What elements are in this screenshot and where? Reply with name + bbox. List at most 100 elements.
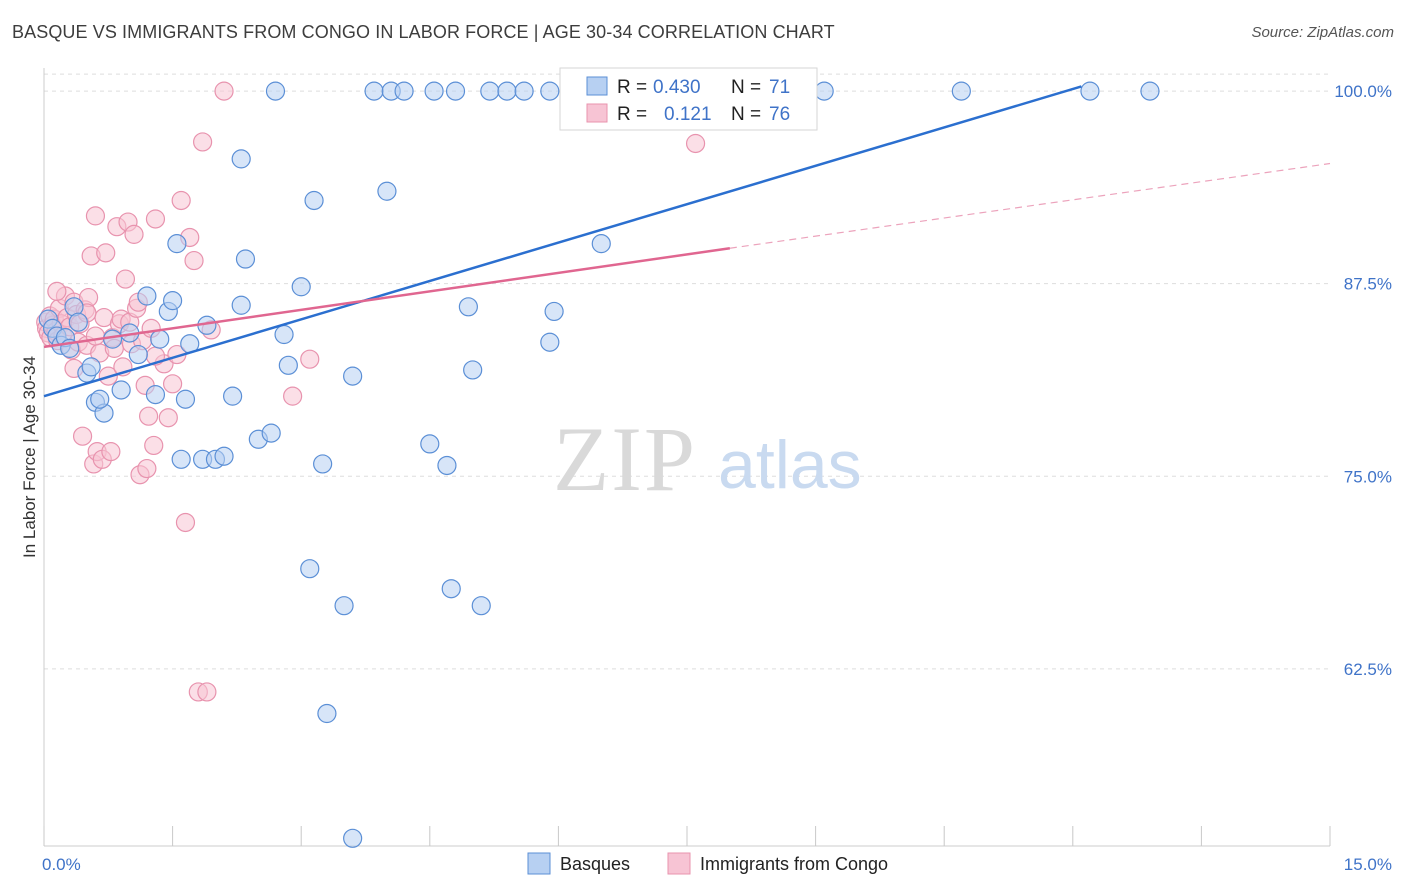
- congo-point: [171, 190, 191, 211]
- basques-point: [463, 360, 483, 380]
- basques-point: [304, 190, 324, 211]
- basques-point: [540, 81, 560, 101]
- congo-point: [101, 442, 121, 462]
- congo-point: [144, 435, 164, 456]
- basques-point: [300, 559, 320, 579]
- congo-point: [137, 458, 157, 479]
- congo-point: [175, 512, 196, 533]
- basques-point: [163, 291, 183, 311]
- basques-point: [591, 234, 611, 254]
- basques-point: [274, 324, 294, 345]
- basques-point: [167, 234, 187, 254]
- basques-point: [90, 389, 110, 409]
- basques-point: [1080, 81, 1100, 101]
- basques-point: [265, 81, 286, 101]
- basques-point: [231, 149, 251, 169]
- y-tick-label: 62.5%: [1344, 660, 1392, 679]
- basques-point: [81, 357, 101, 377]
- basques-point: [458, 297, 478, 317]
- legend-r-label-congo: R =: [617, 104, 652, 125]
- basques-point: [480, 81, 500, 101]
- basques-point: [145, 385, 166, 405]
- basques-point: [214, 446, 234, 466]
- basques-point: [951, 81, 971, 101]
- congo-point: [124, 224, 144, 244]
- bottom-legend-swatch-basques: [527, 852, 551, 875]
- basques-point: [175, 389, 196, 409]
- basques-point: [343, 828, 363, 848]
- basques-point: [441, 579, 461, 599]
- basques-point: [471, 596, 491, 616]
- congo-point: [115, 269, 136, 289]
- legend-box: R = 0.430 N = 71 R = 0.121 N = 76: [559, 67, 818, 131]
- basques-point: [235, 249, 256, 269]
- basques-point: [313, 454, 333, 474]
- congo-point: [85, 206, 106, 226]
- source-credit: Source: ZipAtlas.com: [1251, 24, 1394, 41]
- congo-trend-extension: [729, 162, 1331, 249]
- y-tick-label: 87.5%: [1344, 275, 1392, 294]
- x-tick-label-max: 15.0%: [1344, 855, 1392, 874]
- congo-point: [85, 326, 106, 346]
- basques-point: [377, 181, 397, 201]
- series-congo-points: [36, 81, 706, 702]
- basques-point: [111, 380, 131, 400]
- congo-point: [197, 682, 217, 702]
- congo-point: [163, 374, 183, 394]
- basques-point: [128, 344, 148, 365]
- basques-point: [343, 366, 363, 386]
- watermark-atlas: atlas: [718, 427, 862, 503]
- legend-r-value-congo: 0.121: [664, 104, 712, 125]
- congo-trend-line: [43, 247, 731, 349]
- basques-point: [278, 355, 298, 375]
- basques-point: [171, 449, 191, 469]
- basques-point: [445, 81, 466, 101]
- congo-point: [214, 81, 234, 101]
- basques-point: [334, 596, 354, 616]
- watermark: ZIP atlas: [553, 408, 862, 510]
- trend-lines: [43, 85, 1331, 398]
- bottom-legend-label-basques: Basques: [560, 854, 630, 874]
- congo-point: [283, 386, 303, 406]
- congo-point: [138, 406, 159, 426]
- legend-n-label-basques: N =: [731, 77, 766, 98]
- basques-trend-line: [43, 85, 1082, 398]
- basques-point: [540, 332, 560, 352]
- basques-point: [364, 81, 384, 101]
- congo-point: [145, 209, 166, 229]
- watermark-zip: ZIP: [553, 408, 697, 510]
- basques-point: [317, 703, 337, 724]
- congo-point: [47, 281, 67, 301]
- basques-point: [814, 81, 834, 101]
- legend-n-value-basques: 71: [769, 77, 790, 98]
- congo-point: [72, 426, 93, 446]
- y-tick-labels: 62.5% 75.0% 87.5% 100.0%: [1334, 82, 1392, 679]
- x-tick-label-min: 0.0%: [42, 855, 81, 874]
- basques-point: [544, 301, 564, 322]
- basques-point: [150, 329, 170, 349]
- bottom-legend-label-congo: Immigrants from Congo: [700, 854, 888, 874]
- congo-point: [300, 349, 320, 369]
- legend-r-value-basques: 0.430: [653, 77, 701, 98]
- congo-point: [96, 243, 116, 263]
- chart-title: BASQUE VS IMMIGRANTS FROM CONGO IN LABOR…: [12, 22, 835, 42]
- basques-point: [231, 295, 251, 315]
- basques-point: [261, 423, 281, 443]
- basques-point: [137, 286, 157, 306]
- legend-n-label-congo: N =: [731, 104, 766, 125]
- basques-point: [424, 81, 444, 101]
- bottom-legend: Basques Immigrants from Congo: [527, 852, 888, 875]
- bottom-legend-swatch-congo: [667, 852, 691, 875]
- y-axis-label: In Labor Force | Age 30-34: [20, 356, 39, 558]
- congo-point: [184, 250, 204, 271]
- basques-point: [223, 386, 243, 406]
- congo-point: [685, 133, 706, 154]
- basques-point: [1140, 81, 1160, 101]
- legend-n-value-congo: 76: [769, 104, 790, 125]
- basques-point: [437, 455, 457, 476]
- basques-point: [291, 277, 311, 297]
- basques-point: [420, 434, 440, 454]
- y-tick-label: 75.0%: [1344, 467, 1392, 486]
- legend-swatch-basques: [586, 76, 608, 96]
